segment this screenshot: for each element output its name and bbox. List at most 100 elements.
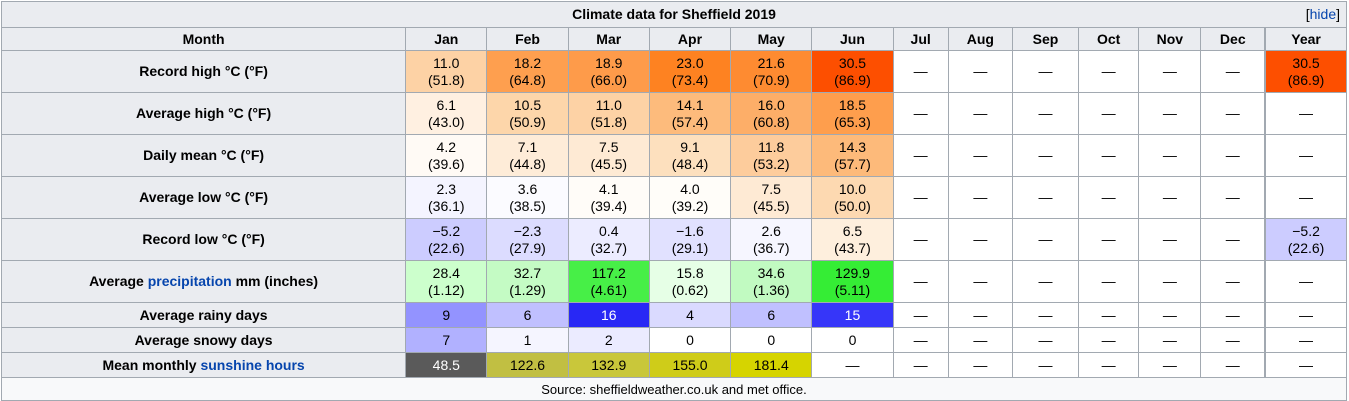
- data-cell: —: [1138, 134, 1202, 177]
- table-row: Daily mean °C (°F) 4.2 (39.6) 7.1 (44.8) 7.5(…: [0, 134, 1348, 177]
- fahrenheit-value: (45.5): [590, 155, 628, 172]
- caption-title: Climate data for Sheffield 2019: [572, 6, 776, 22]
- row-header-link[interactable]: precipitation: [147, 273, 232, 289]
- data-cell: 181.4: [730, 352, 813, 378]
- celsius-value: 2.6: [761, 222, 781, 239]
- data-cell: —: [1078, 218, 1140, 261]
- data-cell: 10.0 (50.0): [811, 176, 894, 219]
- celsius-value: −5.2: [1292, 222, 1320, 239]
- fahrenheit-value: (44.8): [509, 155, 546, 172]
- data-cell: —: [1200, 176, 1266, 219]
- data-cell: 2.6 (36.7): [730, 218, 813, 261]
- data-cell: —: [892, 260, 949, 303]
- celsius-value: 30.5: [838, 54, 867, 71]
- data-cell: —: [1138, 92, 1202, 135]
- data-cell: 0: [648, 327, 732, 353]
- data-cell: 16.0 (60.8): [730, 92, 813, 135]
- row-header-link[interactable]: sunshine hours: [200, 356, 305, 373]
- data-cell: —: [892, 302, 949, 328]
- fahrenheit-value: (39.6): [428, 155, 465, 172]
- data-cell: 9.1 (48.4): [648, 134, 732, 177]
- data-cell: —: [1264, 352, 1348, 378]
- data-cell: 48.5: [405, 352, 488, 378]
- celsius-value: 3.6: [517, 180, 538, 197]
- celsius-value: 4.2: [436, 138, 457, 155]
- celsius-value: 14.1: [676, 96, 704, 113]
- data-cell: —: [1011, 352, 1080, 378]
- month-header-jun: Jun: [811, 27, 894, 51]
- data-cell: —: [1011, 50, 1080, 93]
- table-caption: Climate data for Sheffield 2019 [hide]: [1, 1, 1347, 28]
- data-cell: 4.1 (39.4): [567, 176, 650, 219]
- data-cell: —: [947, 352, 1013, 378]
- data-cell: —: [892, 92, 949, 135]
- data-cell: 15: [811, 302, 894, 328]
- fahrenheit-value: (48.4): [671, 155, 709, 172]
- data-cell: −2.3 (27.9): [486, 218, 569, 261]
- fahrenheit-value: (1.29): [509, 281, 546, 298]
- month-header-mar: Mar: [567, 27, 650, 51]
- fahrenheit-value: (64.8): [509, 71, 546, 88]
- data-cell: —: [892, 134, 949, 177]
- data-cell: 155.0: [648, 352, 732, 378]
- data-cell: —: [892, 50, 949, 93]
- data-cell: —: [1078, 352, 1140, 378]
- data-cell: —: [892, 218, 949, 261]
- data-cell: —: [1138, 218, 1202, 261]
- data-cell: 7.5 (45.5): [730, 176, 813, 219]
- data-cell: 18.2 (64.8): [486, 50, 569, 93]
- fahrenheit-value: (57.7): [834, 155, 871, 172]
- data-cell: —: [1078, 302, 1140, 328]
- row-header: Average rainy days: [0, 302, 407, 328]
- hide-link[interactable]: hide: [1309, 6, 1337, 22]
- celsius-value: 23.0: [676, 54, 704, 71]
- month-header-nov: Nov: [1138, 27, 1202, 51]
- data-cell: 7.5 (45.5): [567, 134, 650, 177]
- table-row: Record low °C (°F) −5.2 (22.6) −2.3 (27.9) 0.…: [0, 218, 1348, 261]
- data-cell: —: [1011, 92, 1080, 135]
- fahrenheit-value: (22.6): [1287, 239, 1325, 256]
- month-header-feb: Feb: [486, 27, 569, 51]
- data-cell: —: [892, 352, 949, 378]
- data-cell: —: [892, 327, 949, 353]
- data-cell: —: [1011, 302, 1080, 328]
- row-header: Record low °C (°F): [0, 218, 407, 261]
- hide-toggle[interactable]: [hide]: [1305, 6, 1340, 22]
- celsius-value: 9.1: [680, 138, 700, 155]
- data-cell: —: [1200, 327, 1266, 353]
- fahrenheit-value: (60.8): [752, 113, 790, 130]
- data-cell: —: [1200, 134, 1266, 177]
- data-cell: —: [1264, 176, 1348, 219]
- table-row: Average snowy days 7 1 2 0 0 0— — — — — — —: [0, 327, 1348, 353]
- row-header: Average snowy days: [0, 327, 407, 353]
- celsius-value: −5.2: [432, 222, 461, 239]
- row-header: Average high °C (°F): [0, 92, 407, 135]
- source-row: Source: sheffieldweather.co.uk and met o…: [1, 377, 1347, 401]
- celsius-value: 10.0: [838, 180, 867, 197]
- data-cell: —: [1078, 50, 1140, 93]
- data-cell: —: [892, 176, 949, 219]
- fahrenheit-value: (43.0): [428, 113, 465, 130]
- data-cell: —: [1264, 327, 1348, 353]
- celsius-value: 6.5: [842, 222, 863, 239]
- celsius-value: 2.3: [436, 180, 457, 197]
- celsius-value: 18.2: [513, 54, 542, 71]
- fahrenheit-value: (5.11): [834, 281, 871, 298]
- fahrenheit-value: (50.9): [509, 113, 546, 130]
- fahrenheit-value: (38.5): [509, 197, 546, 214]
- data-cell: 23.0 (73.4): [648, 50, 732, 93]
- celsius-value: 4.1: [599, 180, 619, 197]
- data-cell: —: [1078, 134, 1140, 177]
- data-cell: 129.9 (5.11): [811, 260, 894, 303]
- celsius-value: 14.3: [838, 138, 867, 155]
- celsius-value: 10.5: [513, 96, 542, 113]
- celsius-value: 18.5: [838, 96, 867, 113]
- data-cell: 132.9: [567, 352, 650, 378]
- fahrenheit-value: (73.4): [671, 71, 709, 88]
- data-cell: 0: [730, 327, 813, 353]
- data-cell: —: [1078, 92, 1140, 135]
- data-cell: —: [1011, 218, 1080, 261]
- data-cell: 7: [405, 327, 488, 353]
- month-header-may: May: [730, 27, 813, 51]
- data-cell: −5.2 (22.6): [1264, 218, 1348, 261]
